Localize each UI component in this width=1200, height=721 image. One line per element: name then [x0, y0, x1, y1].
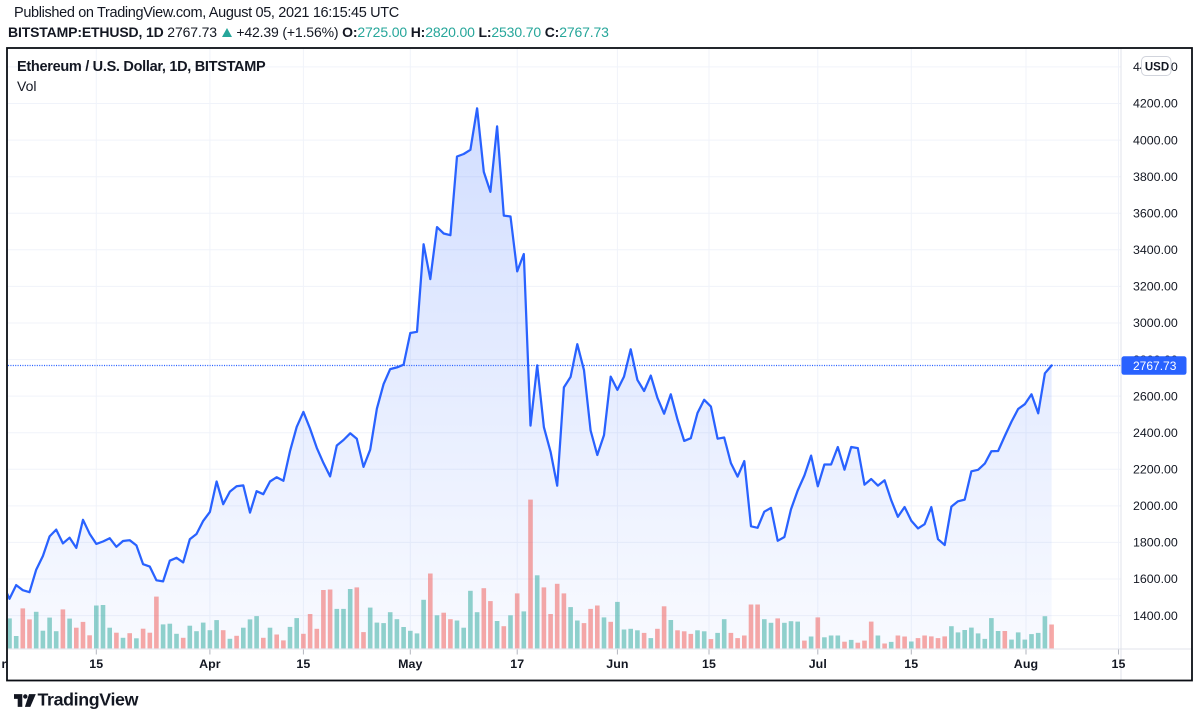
svg-text:2000.00: 2000.00	[1133, 499, 1178, 513]
svg-text:3600.00: 3600.00	[1133, 206, 1178, 220]
svg-text:TradingView: TradingView	[38, 691, 139, 709]
svg-text:3400.00: 3400.00	[1133, 243, 1178, 257]
svg-text:3800.00: 3800.00	[1133, 170, 1178, 184]
svg-text:3000.00: 3000.00	[1133, 316, 1178, 330]
svg-text:15: 15	[296, 657, 310, 671]
svg-text:15: 15	[702, 657, 716, 671]
svg-text:Apr: Apr	[199, 657, 221, 671]
svg-text:2400.00: 2400.00	[1133, 426, 1178, 440]
svg-text:2767.73: 2767.73	[1133, 359, 1177, 373]
svg-text:17: 17	[510, 657, 524, 671]
svg-text:4200.00: 4200.00	[1133, 97, 1178, 111]
svg-text:1800.00: 1800.00	[1133, 536, 1178, 550]
svg-text:15: 15	[904, 657, 918, 671]
svg-text:4000.00: 4000.00	[1133, 133, 1178, 147]
svg-text:Aug: Aug	[1014, 657, 1038, 671]
svg-text:Jun: Jun	[606, 657, 628, 671]
svg-text:2200.00: 2200.00	[1133, 463, 1178, 477]
svg-text:15: 15	[89, 657, 103, 671]
svg-text:3200.00: 3200.00	[1133, 280, 1178, 294]
svg-text:USD: USD	[1145, 62, 1169, 74]
svg-text:Jul: Jul	[809, 657, 827, 671]
svg-text:1400.00: 1400.00	[1133, 609, 1178, 623]
svg-text:15: 15	[1112, 657, 1126, 671]
svg-text:2600.00: 2600.00	[1133, 389, 1178, 403]
svg-text:May: May	[398, 657, 422, 671]
svg-text:r: r	[2, 657, 7, 671]
svg-text:1600.00: 1600.00	[1133, 572, 1178, 586]
